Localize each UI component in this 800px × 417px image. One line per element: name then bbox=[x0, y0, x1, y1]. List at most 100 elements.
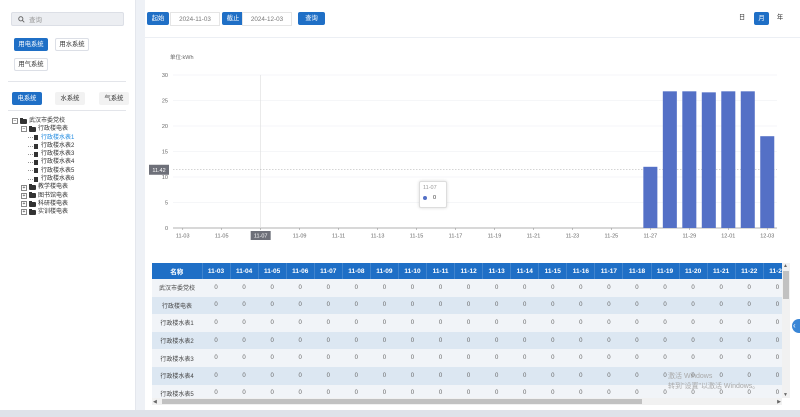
table-horizontal-scrollbar[interactable]: ◀ ▶ bbox=[152, 398, 782, 405]
table-cell: 0 bbox=[566, 366, 595, 385]
table-cell: 0 bbox=[398, 366, 427, 385]
period-day-button[interactable]: 日 bbox=[735, 12, 749, 25]
table-cell: 0 bbox=[510, 279, 539, 297]
tree-node[interactable]: + 实训楼电表 bbox=[12, 208, 134, 216]
table-row: 武汉市委党校 0 0 0 0 0 0 0 0 0 0 0 0 0 0 0 0 0 0 0 0 0 bbox=[152, 279, 782, 297]
table-cell: 0 bbox=[398, 279, 427, 297]
tree-node[interactable]: 行政楼水表6 bbox=[12, 175, 134, 183]
table-cell: 0 bbox=[370, 279, 399, 297]
x-tick-label: 11-11 bbox=[332, 234, 345, 240]
table-cell: 0 bbox=[622, 331, 651, 350]
system-button-water[interactable]: 用水系统 bbox=[55, 38, 89, 51]
file-icon bbox=[34, 160, 38, 166]
table-cell: 0 bbox=[538, 314, 567, 332]
end-date-input[interactable]: 2024-12-03 bbox=[242, 12, 292, 26]
y-tick-label: 0 bbox=[165, 226, 168, 232]
collapse-panel-icon[interactable]: ‹ bbox=[792, 319, 800, 333]
tree-node[interactable]: 行政楼水表5 bbox=[12, 167, 134, 175]
system-button-electric[interactable]: 用电系统 bbox=[14, 38, 48, 51]
table-cell: 0 bbox=[426, 296, 455, 315]
tree-node[interactable]: + 图书馆电表 bbox=[12, 192, 134, 200]
table-cell: 0 bbox=[314, 279, 343, 297]
tree-node[interactable]: 行政楼水表3 bbox=[12, 150, 134, 158]
column-header: 11-23 bbox=[763, 263, 782, 279]
expand-icon[interactable]: + bbox=[21, 209, 27, 216]
tree-node[interactable]: 行政楼水表2 bbox=[12, 142, 134, 150]
table-cell: 0 bbox=[342, 314, 371, 332]
system-button-gas[interactable]: 用气系统 bbox=[14, 58, 48, 71]
table-cell: 0 bbox=[538, 296, 567, 315]
tree-node[interactable]: − 武汉市委党校 bbox=[12, 117, 134, 125]
folder-icon bbox=[29, 192, 36, 199]
table-cell: 0 bbox=[566, 384, 595, 398]
table-cell: 0 bbox=[538, 384, 567, 398]
table-cell: 0 bbox=[454, 366, 483, 385]
type-tab-gas[interactable]: 气系统 bbox=[99, 92, 129, 105]
x-pointer-label: 11-07 bbox=[254, 234, 268, 240]
file-icon bbox=[34, 168, 38, 174]
tree-node[interactable]: 行政楼水表4 bbox=[12, 158, 134, 166]
expand-icon[interactable]: + bbox=[21, 192, 27, 199]
table-cell: 0 bbox=[679, 384, 708, 398]
table-cell: 0 bbox=[426, 384, 455, 398]
type-tab-water[interactable]: 水系统 bbox=[55, 92, 85, 105]
y-tick-label: 10 bbox=[162, 175, 168, 181]
table-cell: 0 bbox=[202, 331, 231, 350]
tree-node-label: 武汉市委党校 bbox=[29, 118, 66, 124]
tree-node[interactable]: + 教学楼电表 bbox=[12, 183, 134, 191]
column-header: 11-15 bbox=[538, 263, 568, 279]
expand-icon[interactable]: + bbox=[21, 184, 27, 191]
x-tick-label: 12-03 bbox=[760, 234, 774, 240]
file-icon bbox=[34, 151, 38, 157]
windows-activation-watermark: 激活 Windows 转到"设置"以激活 Windows。 bbox=[668, 372, 759, 392]
table-cell: 0 bbox=[763, 279, 782, 297]
start-date-input[interactable]: 2024-11-03 bbox=[170, 12, 220, 26]
expand-icon[interactable]: + bbox=[21, 201, 27, 208]
query-button[interactable]: 查询 bbox=[298, 12, 325, 25]
type-tab-electric[interactable]: 电系统 bbox=[12, 92, 42, 105]
table-cell: 0 bbox=[538, 349, 567, 367]
column-header: 11-06 bbox=[286, 263, 315, 279]
table-cell: 0 bbox=[398, 384, 427, 398]
x-tick-label: 11-15 bbox=[410, 234, 424, 240]
table-cell: 0 bbox=[286, 296, 315, 315]
table-cell: 0 bbox=[230, 314, 259, 332]
tree-node-label: 教学楼电表 bbox=[38, 184, 69, 191]
period-month-button[interactable]: 月 bbox=[754, 12, 769, 25]
table-cell: 0 bbox=[202, 366, 231, 385]
x-pointer-label-bg bbox=[250, 231, 271, 240]
table-cell: 0 bbox=[482, 296, 511, 315]
search-input[interactable]: 查询 bbox=[11, 12, 124, 26]
table-cell: 0 bbox=[370, 349, 399, 367]
table-cell: 0 bbox=[454, 349, 483, 367]
table-cell: 0 bbox=[707, 314, 736, 332]
table-cell: 0 bbox=[707, 384, 736, 398]
table-cell: 0 bbox=[314, 296, 343, 315]
divider bbox=[8, 110, 126, 111]
table-cell: 0 bbox=[622, 366, 651, 385]
collapse-icon[interactable]: − bbox=[21, 126, 27, 133]
table-cell: 0 bbox=[398, 349, 427, 367]
table-cell: 0 bbox=[679, 314, 708, 332]
table-vertical-scrollbar[interactable]: ▲ ▼ bbox=[782, 263, 790, 398]
table-cell: 0 bbox=[594, 384, 623, 398]
chart-bar bbox=[721, 91, 736, 228]
folder-icon bbox=[20, 117, 27, 124]
x-tick-label: 11-27 bbox=[644, 234, 658, 240]
period-year-button[interactable]: 年 bbox=[773, 12, 787, 25]
table-cell: 0 bbox=[482, 314, 511, 332]
tooltip-date: 11-07 bbox=[423, 185, 437, 191]
y-pointer-label-bg bbox=[149, 164, 169, 175]
scrollbar-thumb[interactable] bbox=[783, 271, 789, 299]
tree-connector bbox=[28, 145, 33, 147]
tree-node[interactable]: 行政楼水表1 bbox=[12, 134, 134, 142]
x-tick-label: 11-19 bbox=[488, 234, 502, 240]
scrollbar-thumb[interactable] bbox=[162, 399, 642, 404]
tree-node[interactable]: + 科研楼电表 bbox=[12, 200, 134, 208]
tree-node[interactable]: − 行政楼电表 bbox=[12, 125, 134, 133]
table-cell: 0 bbox=[538, 366, 567, 385]
collapse-icon[interactable]: − bbox=[12, 118, 18, 125]
table-cell: 0 bbox=[651, 366, 680, 385]
table-cell: 0 bbox=[258, 279, 287, 297]
table-cell: 0 bbox=[258, 384, 287, 398]
